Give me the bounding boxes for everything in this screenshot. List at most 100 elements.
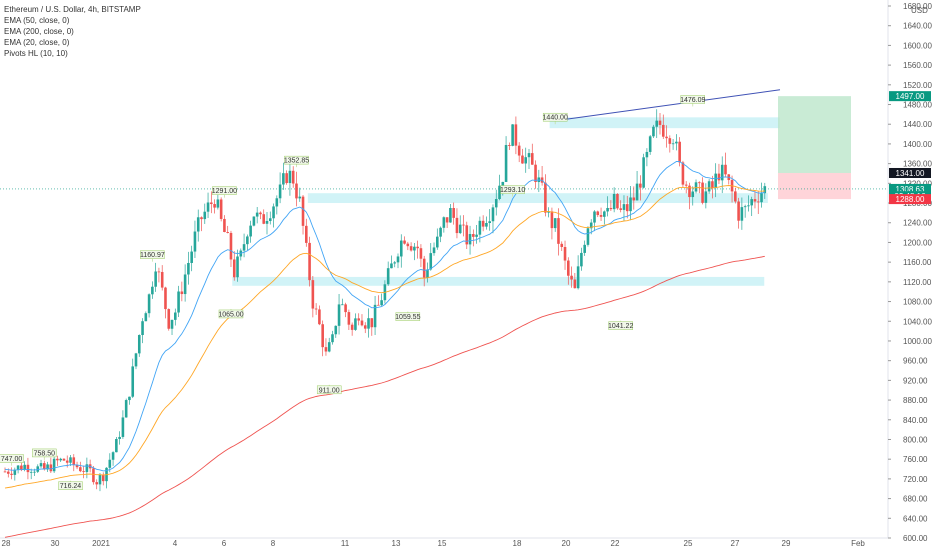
candle-body: [580, 252, 583, 267]
pivot-box: [32, 448, 57, 458]
long-target-box: [778, 96, 851, 173]
candle-body: [134, 353, 138, 367]
candle-body: [341, 304, 344, 306]
candle-body: [288, 170, 292, 184]
pivot-label: 758.50: [34, 450, 56, 457]
candle-body: [311, 280, 315, 309]
pivot-box: [0, 454, 24, 463]
x-tick-label: 29: [782, 539, 791, 548]
legend-ema50: EMA (50, close, 0): [4, 16, 70, 25]
x-tick-label: 4: [173, 539, 178, 548]
candle-body: [242, 244, 246, 251]
candle-body: [616, 193, 619, 209]
y-tick-label: 1480.00: [903, 101, 932, 110]
candle-body: [576, 266, 580, 289]
candle-body: [131, 366, 135, 397]
candle-body: [262, 214, 266, 224]
x-tick-label: 22: [611, 539, 620, 548]
pivot-label: 911.00: [319, 387, 340, 394]
candle-body: [426, 269, 429, 278]
pivot-label: 716.24: [60, 483, 82, 490]
candle-body: [763, 186, 767, 194]
candle-body: [737, 201, 740, 221]
candle-body: [514, 124, 518, 146]
candle-body: [432, 247, 436, 254]
candle-body: [760, 193, 763, 203]
candle-body: [16, 465, 20, 470]
x-tick-label: 28: [2, 539, 11, 548]
candle-body: [481, 220, 485, 227]
candle-body: [118, 436, 121, 440]
candle-body: [452, 208, 455, 218]
candle-body: [550, 211, 554, 229]
candle-body: [416, 246, 419, 249]
candle-body: [501, 181, 505, 186]
legend-ema20: EMA (20, close, 0): [4, 38, 70, 47]
candle-body: [298, 196, 302, 199]
candle-body: [321, 324, 324, 348]
candle-body: [639, 183, 642, 188]
candle-body: [573, 279, 577, 289]
candle-body: [92, 468, 95, 483]
candle-body: [72, 457, 76, 465]
pivot-box: [218, 309, 244, 319]
candle-body: [144, 313, 148, 322]
pivot-label: 747.00: [1, 456, 23, 463]
candle-body: [655, 120, 659, 127]
candle-body: [619, 208, 622, 210]
candle-body: [645, 151, 649, 158]
candle-body: [115, 439, 118, 453]
candle-body: [625, 204, 629, 212]
candle-body: [95, 482, 98, 485]
candle-body: [504, 145, 508, 182]
pivot-box: [58, 481, 83, 490]
candle-body: [439, 227, 442, 237]
x-tick-label: 30: [51, 539, 60, 548]
candle-body: [429, 253, 433, 270]
candle-body: [557, 218, 560, 244]
candle-body: [111, 452, 115, 460]
candle-body: [567, 260, 570, 276]
candle-body: [724, 164, 727, 175]
upper-zone: [549, 117, 780, 129]
candle-body: [380, 300, 383, 306]
y-tick-label: 1320.00: [903, 179, 932, 188]
trend-line: [555, 89, 781, 122]
candle-body: [475, 234, 478, 237]
candle-body: [472, 234, 475, 237]
candle-body: [10, 473, 13, 475]
x-tick-label: 27: [731, 539, 740, 548]
x-tick-label: 25: [684, 539, 693, 548]
candle-body: [200, 217, 203, 220]
candle-body: [210, 202, 213, 205]
candle-body: [632, 197, 636, 201]
candle-body: [681, 162, 685, 185]
candle-body: [704, 191, 708, 203]
candle-body: [622, 204, 626, 210]
y-tick-label: 720.00: [903, 475, 928, 484]
candle-body: [593, 211, 596, 223]
y-tick-label: 680.00: [903, 495, 928, 504]
candle-body: [396, 256, 400, 263]
price-tag: [889, 183, 931, 194]
candle-body: [26, 464, 30, 473]
candle-body: [79, 467, 82, 472]
candle-body: [278, 184, 282, 199]
y-tick-label: 1360.00: [903, 160, 932, 169]
price-tag-label: 1341.00: [896, 169, 925, 178]
candle-body: [599, 215, 603, 217]
price-tag-label: 1497.00: [896, 92, 925, 101]
candle-body: [98, 474, 102, 485]
candle-body: [527, 153, 531, 158]
legend-title: Ethereum / U.S. Dollar, 4h, BITSTAMP: [4, 5, 141, 14]
candle-body: [583, 244, 586, 253]
candle-body: [684, 184, 688, 186]
candle-body: [301, 196, 305, 226]
y-tick-label: 1040.00: [903, 317, 932, 326]
candle-body: [488, 221, 491, 223]
pivot-box: [316, 385, 342, 395]
candle-body: [491, 207, 495, 222]
candle-body: [756, 201, 760, 203]
candle-body: [740, 207, 744, 221]
